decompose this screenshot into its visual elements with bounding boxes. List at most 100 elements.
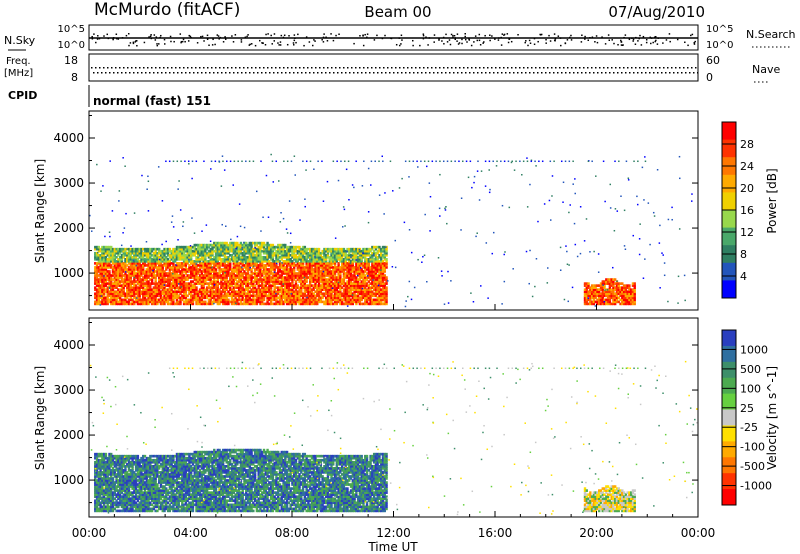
heatmap-cell: [246, 251, 250, 255]
heatmap-cell: [136, 292, 140, 296]
heatmap-cell: [362, 286, 365, 289]
freq-point: [315, 67, 317, 69]
heatmap-cell: [113, 262, 116, 265]
heatmap-cell: [285, 272, 289, 275]
heatmap-cell: [348, 300, 351, 304]
heatmap-cell: [319, 274, 323, 277]
heatmap-cell: [280, 253, 283, 257]
nave-point: [321, 72, 323, 74]
heatmap-cell: [230, 255, 234, 259]
heatmap-cell: [227, 294, 230, 298]
freq-point: [403, 67, 405, 69]
heatmap-cell: [323, 294, 326, 298]
heatmap-cell: [99, 276, 102, 279]
heatmap-cell: [230, 257, 234, 261]
heatmap-cell: [193, 290, 196, 294]
heatmap-cell: [259, 284, 262, 287]
heatmap-cell: [209, 262, 212, 265]
heatmap-cell: [273, 260, 276, 263]
heatmap-cell: [330, 300, 333, 304]
heatmap-cell: [367, 247, 370, 251]
freq-point: [687, 67, 689, 69]
heatmap-cell: [342, 266, 346, 269]
heatmap-cell: [202, 243, 205, 247]
heatmap-cell: [223, 272, 227, 275]
heatmap-cell: [317, 284, 321, 287]
heatmap-cell: [367, 290, 370, 294]
heatmap-cell: [246, 288, 250, 292]
heatmap-cell: [589, 296, 592, 300]
nave-point: [589, 72, 591, 74]
heatmap-cell: [234, 278, 237, 281]
heatmap-cell: [285, 278, 289, 281]
heatmap-cell: [102, 296, 106, 300]
heatmap-cell: [126, 280, 129, 283]
heatmap-cell: [252, 272, 255, 275]
heatmap-cell: [364, 264, 367, 267]
heatmap-cell: [117, 257, 120, 261]
heatmap-cell: [282, 262, 285, 265]
heatmap-cell: [287, 270, 291, 273]
heatmap-cell: [346, 286, 349, 289]
heatmap-cell: [143, 264, 147, 267]
heatmap-cell: [234, 294, 237, 298]
nsearch-point: [559, 37, 562, 39]
heatmap-cell: [129, 274, 132, 277]
heatmap-cell: [250, 294, 253, 298]
heatmap-cell: [255, 298, 259, 302]
heatmap-cell: [296, 272, 299, 275]
heatmap-cell: [101, 274, 104, 277]
nsearch-point: [596, 41, 599, 44]
heatmap-cell: [205, 260, 209, 263]
heatmap-cell: [117, 274, 120, 277]
heatmap-cell: [316, 251, 319, 255]
heatmap-cell: [376, 278, 379, 281]
heatmap-cell: [374, 284, 378, 287]
freq-point: [427, 67, 429, 69]
heatmap-cell: [106, 245, 109, 249]
heatmap-cell: [174, 280, 177, 283]
nsearch-point: [129, 42, 132, 44]
heatmap-cell: [275, 272, 278, 275]
nsearch-point: [155, 36, 158, 38]
heatmap-cell: [332, 302, 335, 306]
heatmap-cell: [104, 288, 108, 292]
heatmap-cell: [170, 302, 173, 306]
nsearch-point: [264, 43, 267, 46]
heatmap-cell: [220, 284, 223, 287]
heatmap-cell: [253, 243, 257, 247]
heatmap-cell: [250, 274, 253, 277]
nsearch-point: [468, 39, 471, 41]
nave-point: [661, 72, 663, 74]
freq-point: [559, 67, 561, 69]
heatmap-cell: [358, 298, 362, 302]
heatmap-cell: [133, 264, 136, 267]
heatmap-cell: [108, 300, 111, 304]
heatmap-cell: [216, 243, 220, 247]
heatmap-cell: [124, 280, 127, 283]
heatmap-cell: [271, 296, 275, 300]
heatmap-cell: [202, 300, 205, 304]
heatmap-cell: [594, 292, 597, 296]
nsearch-point: [244, 36, 247, 39]
heatmap-cell: [220, 270, 223, 273]
heatmap-cell: [378, 266, 381, 269]
heatmap-cell: [298, 264, 301, 267]
heatmap-cell: [174, 286, 177, 289]
heatmap-cell: [136, 290, 140, 294]
heatmap-cell: [161, 249, 164, 253]
heatmap-cell: [289, 257, 292, 261]
heatmap-cell: [126, 257, 129, 261]
heatmap-cell: [264, 276, 267, 279]
heatmap-cell: [198, 266, 202, 269]
heatmap-cell: [152, 292, 156, 296]
heatmap-cell: [111, 249, 115, 253]
heatmap-cell: [207, 262, 211, 265]
heatmap-cell: [342, 262, 346, 265]
heatmap-cell: [356, 249, 360, 253]
nave-point: [169, 72, 171, 74]
heatmap-cell: [585, 290, 588, 294]
heatmap-cell: [344, 268, 347, 271]
heatmap-cell: [273, 278, 276, 281]
heatmap-cell: [220, 300, 223, 304]
